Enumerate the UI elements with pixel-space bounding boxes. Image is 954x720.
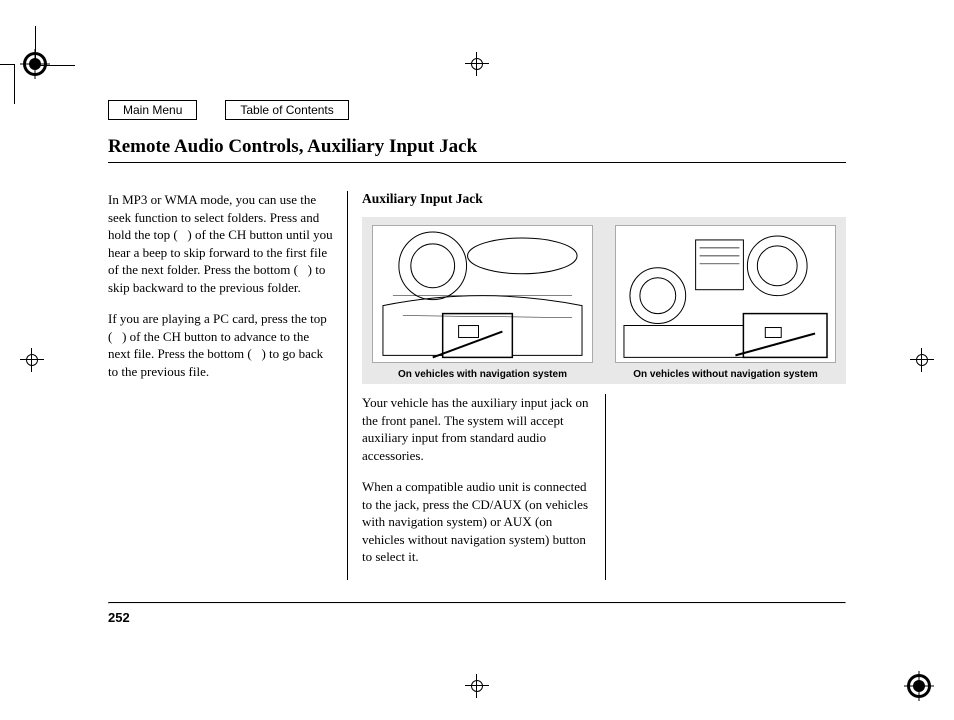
- page-content: Main Menu Table of Contents Remote Audio…: [108, 100, 846, 580]
- right-column: Auxiliary Input Jack: [348, 191, 846, 580]
- right-text-column: Your vehicle has the auxiliary input jac…: [362, 394, 606, 580]
- crop-mark-icon: [25, 26, 75, 76]
- page-number: 252: [108, 610, 130, 625]
- illustration-left: On vehicles with navigation system: [372, 225, 593, 380]
- nav-bar: Main Menu Table of Contents: [108, 100, 846, 120]
- main-menu-button[interactable]: Main Menu: [108, 100, 197, 120]
- toc-button[interactable]: Table of Contents: [225, 100, 348, 120]
- section-heading: Auxiliary Input Jack: [362, 191, 846, 207]
- body-columns: In MP3 or WMA mode, you can use the seek…: [108, 191, 846, 580]
- dashboard-illustration-icon: [615, 225, 836, 363]
- crop-mark-icon: [0, 54, 25, 104]
- body-paragraph: If you are playing a PC card, press the …: [108, 310, 333, 380]
- illustration-band: On vehicles with navigation system: [362, 217, 846, 384]
- title-rule: [108, 162, 846, 163]
- body-paragraph: Your vehicle has the auxiliary input jac…: [362, 394, 591, 464]
- illustration-caption: On vehicles without navigation system: [615, 369, 836, 380]
- dashboard-illustration-icon: [372, 225, 593, 363]
- crosshair-icon: [465, 674, 489, 698]
- registration-mark-icon: [904, 671, 934, 701]
- footer-rule: [108, 602, 846, 604]
- body-paragraph: When a compatible audio unit is connecte…: [362, 478, 591, 566]
- page-title: Remote Audio Controls, Auxiliary Input J…: [108, 136, 846, 158]
- right-subcolumns: Your vehicle has the auxiliary input jac…: [362, 394, 846, 580]
- illustration-right: On vehicles without navigation system: [615, 225, 836, 380]
- body-paragraph: In MP3 or WMA mode, you can use the seek…: [108, 191, 333, 296]
- crosshair-icon: [910, 348, 934, 372]
- crosshair-icon: [20, 348, 44, 372]
- crosshair-icon: [465, 52, 489, 76]
- illustration-caption: On vehicles with navigation system: [372, 369, 593, 380]
- left-column: In MP3 or WMA mode, you can use the seek…: [108, 191, 348, 580]
